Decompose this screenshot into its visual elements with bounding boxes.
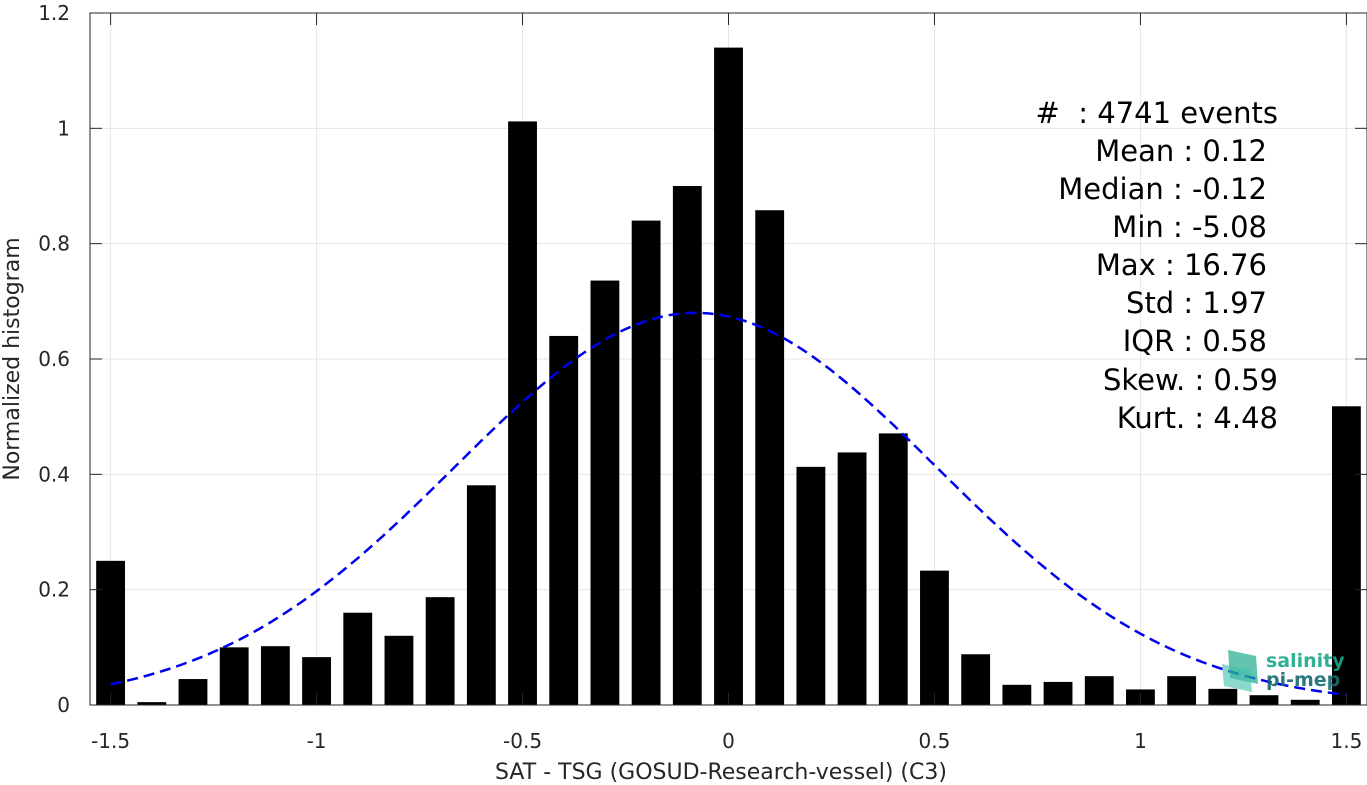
histogram-bar-4 — [260, 646, 290, 705]
histogram-bar-9 — [466, 485, 496, 705]
stat-max: Max : 16.76 — [1096, 248, 1267, 282]
histogram-bar-26 — [1167, 676, 1197, 705]
histogram-bar-18 — [837, 452, 867, 705]
histogram-bar-27 — [1208, 688, 1238, 705]
stat-mean: Mean : 0.12 — [1095, 134, 1267, 168]
y-tick-label-3: 0.6 — [38, 347, 70, 371]
x-tick-label-5: 1 — [1134, 729, 1147, 753]
histogram-bar-23 — [1043, 681, 1073, 705]
histogram-bar-2 — [178, 679, 208, 705]
histogram-bar-22 — [1002, 684, 1032, 705]
histogram-bar-11 — [549, 335, 579, 705]
logo-text-pimep: pi-mep — [1266, 669, 1340, 691]
histogram-bar-0 — [96, 560, 126, 705]
histogram-bar-30 — [1331, 406, 1361, 705]
histogram-bar-28 — [1249, 695, 1279, 705]
histogram-bar-16 — [755, 210, 785, 705]
x-tick-label-6: 1.5 — [1330, 729, 1362, 753]
logo-wave-icon-2 — [1222, 664, 1252, 692]
x-tick-label-2: -0.5 — [503, 729, 542, 753]
stat-skew: Skew. : 0.59 — [1103, 363, 1278, 397]
histogram-bar-8 — [425, 597, 455, 705]
logo-text-salinity: salinity — [1266, 650, 1345, 672]
x-tick-label-1: -1 — [307, 729, 327, 753]
gaussian-fit-curve — [110, 311, 1347, 697]
y-tick-label-5: 1 — [57, 116, 70, 140]
y-tick-label-6: 1.2 — [38, 1, 70, 25]
x-tick-label-3: 0 — [722, 729, 735, 753]
x-tick-label-4: 0.5 — [919, 729, 951, 753]
stat-count: # : 4741 events — [1036, 96, 1278, 130]
histogram-bar-14 — [672, 186, 702, 705]
stat-iqr: IQR : 0.58 — [1123, 324, 1267, 358]
histogram-bar-21 — [961, 654, 991, 705]
axis-ticks — [90, 12, 1367, 706]
stat-median: Median : -0.12 — [1058, 172, 1267, 206]
y-axis-label: Normalized histogram — [0, 237, 25, 480]
histogram-bar-1 — [137, 702, 167, 705]
x-tick-label-0: -1.5 — [91, 729, 130, 753]
x-axis-label: SAT - TSG (GOSUD-Research-vessel) (C3) — [495, 760, 947, 785]
histogram-bar-10 — [508, 121, 537, 705]
x-tick-labels: -1.5 -1 -0.5 0 0.5 1 1.5 — [91, 729, 1362, 753]
y-tick-label-1: 0.2 — [38, 578, 70, 602]
histogram-bar-6 — [343, 612, 373, 705]
histogram-bar-20 — [920, 570, 949, 705]
y-tick-label-0: 0 — [57, 693, 70, 717]
stat-kurt: Kurt. : 4.48 — [1117, 401, 1278, 435]
stat-std: Std : 1.97 — [1126, 286, 1267, 320]
histogram-bar-19 — [878, 433, 908, 705]
histogram-bar-13 — [631, 220, 661, 705]
y-tick-label-2: 0.4 — [38, 462, 70, 486]
histogram-bar-24 — [1084, 676, 1114, 705]
histogram-bar-29 — [1290, 699, 1320, 705]
histogram-bar-15 — [714, 47, 743, 706]
histogram-bar-7 — [384, 635, 414, 705]
salinity-pimep-logo: salinity pi-mep — [1222, 650, 1345, 692]
y-tick-labels: 0 0.2 0.4 0.6 0.8 1 1.2 — [38, 1, 70, 717]
histogram-bar-3 — [219, 647, 249, 705]
stats-box: # : 4741 events Mean : 0.12 Median : -0.… — [1036, 96, 1278, 435]
y-tick-label-4: 0.8 — [38, 232, 70, 256]
histogram-bars — [96, 47, 1361, 706]
histogram-bar-17 — [796, 466, 826, 705]
stat-min: Min : -5.08 — [1112, 210, 1267, 244]
histogram-bar-12 — [590, 280, 620, 705]
